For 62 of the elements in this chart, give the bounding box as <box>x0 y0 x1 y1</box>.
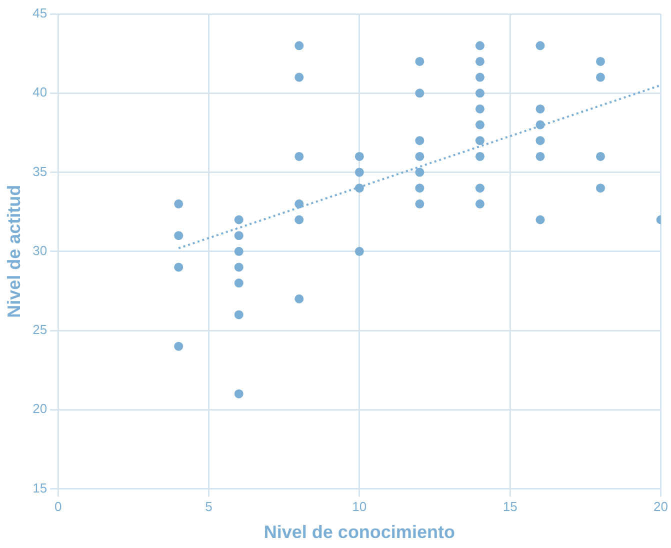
point <box>294 294 304 304</box>
y-tick-label: 45 <box>32 6 48 21</box>
point <box>294 41 304 50</box>
point <box>475 41 484 50</box>
point <box>354 168 364 177</box>
point <box>234 278 244 288</box>
point <box>475 120 484 130</box>
point <box>234 389 244 398</box>
point <box>415 152 424 161</box>
point <box>294 199 304 208</box>
point <box>475 152 484 161</box>
point <box>475 56 484 66</box>
point <box>234 262 244 272</box>
point <box>475 88 484 98</box>
point <box>294 152 304 161</box>
point <box>415 88 424 98</box>
point <box>536 152 545 161</box>
y-tick-label: 30 <box>32 242 48 258</box>
point <box>415 199 424 208</box>
point <box>174 231 184 240</box>
point <box>174 342 184 351</box>
y-tick-label: 20 <box>32 401 48 416</box>
x-tick-label: 20 <box>654 499 668 514</box>
point <box>596 72 605 82</box>
x-tick-label: 15 <box>502 499 518 514</box>
point <box>415 184 424 193</box>
y-axis-title: Nivel de actitud <box>4 184 24 318</box>
y-tick-label: 40 <box>32 84 48 100</box>
point <box>536 215 545 224</box>
point <box>536 104 545 114</box>
point <box>475 199 484 208</box>
point <box>234 215 244 224</box>
point <box>415 168 424 177</box>
point <box>415 56 424 66</box>
point <box>596 184 605 193</box>
point <box>234 310 244 320</box>
y-tick-label: 15 <box>32 480 48 496</box>
point <box>536 41 545 50</box>
y-tick-label: 25 <box>32 322 48 338</box>
point <box>234 231 244 240</box>
y-tick-label: 35 <box>32 164 48 179</box>
point <box>536 120 545 130</box>
point <box>234 246 244 256</box>
x-tick-label: 5 <box>205 499 212 514</box>
point <box>174 199 184 208</box>
point <box>415 136 424 146</box>
point <box>354 152 364 161</box>
x-tick-label: 10 <box>352 499 367 514</box>
point <box>475 184 484 193</box>
point <box>596 56 605 66</box>
x-axis-title: Nivel de conocimiento <box>264 522 455 542</box>
point <box>536 136 545 146</box>
point <box>475 136 484 146</box>
x-tick-label: 0 <box>54 499 62 514</box>
point <box>294 215 304 224</box>
point <box>475 104 484 114</box>
point <box>596 152 605 161</box>
point <box>294 72 304 82</box>
point <box>354 246 364 256</box>
point <box>354 184 364 193</box>
point <box>174 262 184 272</box>
point <box>475 72 484 82</box>
